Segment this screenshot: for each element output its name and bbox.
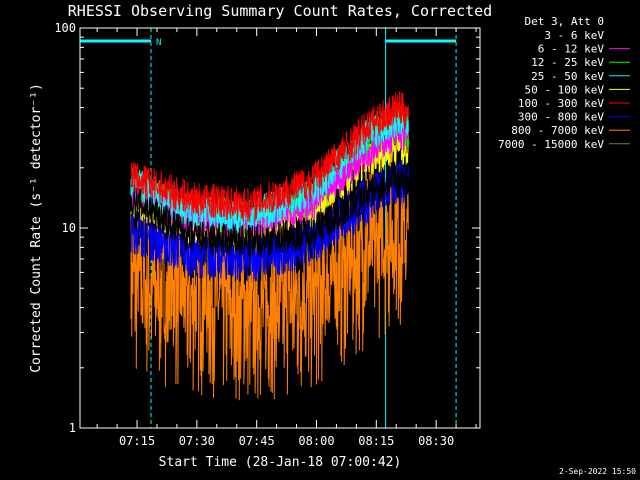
series-line <box>130 144 409 401</box>
x-tick-label: 08:00 <box>298 434 334 448</box>
timestamp: 2-Sep-2022 15:50 <box>559 467 636 476</box>
x-tick-label: 07:45 <box>239 434 275 448</box>
x-tick-label: 08:30 <box>418 434 454 448</box>
legend-label: 6 - 12 keV <box>538 43 605 56</box>
x-axis-label: Start Time (28-Jan-18 07:00:42) <box>159 455 402 470</box>
legend-label: 12 - 25 keV <box>531 56 604 69</box>
x-tick-label: 08:15 <box>358 434 394 448</box>
y-axis-label: Corrected Count Rate (s⁻¹ detector⁻¹) <box>29 83 44 373</box>
legend-label: 7000 - 15000 keV <box>498 138 604 151</box>
night-marker: N <box>156 38 161 48</box>
axes: 07:15 07:30 07:45 08:00 08:15 08:30 1 10 100 <box>54 21 481 448</box>
legend-label: 50 - 100 keV <box>525 83 605 96</box>
y-tick-label: 1 <box>69 421 76 435</box>
legend-label: 800 - 7000 keV <box>511 124 604 137</box>
series-line <box>130 104 409 234</box>
y-tick-label: 10 <box>62 221 76 235</box>
legend-label: 3 - 6 keV <box>544 29 604 42</box>
x-tick-label: 07:30 <box>179 434 215 448</box>
legend-label: 100 - 300 keV <box>518 97 604 110</box>
series-line <box>130 91 409 223</box>
legend-label: 300 - 800 keV <box>518 111 604 124</box>
series-line <box>130 162 409 258</box>
legend-label: 25 - 50 keV <box>531 70 604 83</box>
chart-title: RHESSI Observing Summary Count Rates, Co… <box>68 2 492 20</box>
x-tick-label: 07:15 <box>119 434 155 448</box>
y-tick-label: 100 <box>54 21 76 35</box>
data-series <box>130 91 409 401</box>
legend-header: Det 3, Att 0 <box>525 15 604 28</box>
